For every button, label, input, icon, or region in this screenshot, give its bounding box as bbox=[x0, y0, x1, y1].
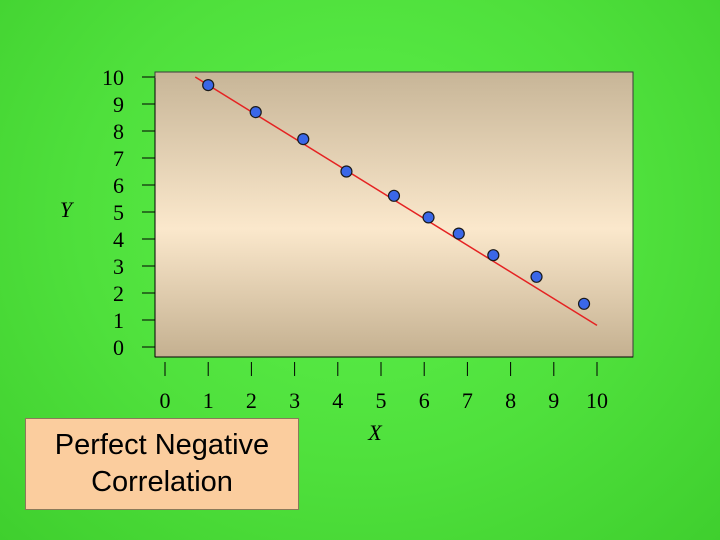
x-axis-label: X bbox=[367, 420, 383, 445]
x-tick-label: 1 bbox=[203, 388, 214, 413]
data-point bbox=[297, 133, 310, 146]
y-tick-label: 8 bbox=[113, 119, 124, 144]
x-tick-label: 8 bbox=[505, 388, 516, 413]
data-point bbox=[577, 297, 591, 310]
data-point bbox=[530, 270, 543, 283]
y-tick-label: 10 bbox=[102, 65, 124, 90]
x-tick-label: 9 bbox=[548, 388, 559, 413]
caption-box: Perfect Negative Correlation bbox=[25, 418, 299, 510]
data-points bbox=[202, 78, 591, 310]
y-tick-label: 5 bbox=[113, 200, 124, 225]
y-tick-label: 0 bbox=[113, 335, 124, 360]
x-tick-label: 10 bbox=[586, 388, 608, 413]
y-tick-label: 3 bbox=[113, 254, 124, 279]
caption-line-2: Correlation bbox=[91, 466, 233, 498]
x-axis: 0 1 2 3 4 5 6 7 8 9 10 bbox=[155, 356, 633, 413]
y-tick-label: 2 bbox=[113, 281, 124, 306]
data-point bbox=[452, 227, 465, 240]
data-point bbox=[487, 249, 500, 262]
x-tick-label: 6 bbox=[419, 388, 430, 413]
y-axis-label: Y bbox=[60, 197, 75, 222]
plot-area bbox=[154, 71, 634, 358]
data-point bbox=[340, 165, 353, 178]
y-tick-label: 6 bbox=[113, 173, 124, 198]
y-tick-label: 4 bbox=[113, 227, 124, 252]
data-point bbox=[387, 189, 401, 202]
y-tick-label: 9 bbox=[113, 92, 124, 117]
caption-line-1: Perfect Negative bbox=[54, 429, 270, 461]
x-tick-label: 7 bbox=[462, 388, 473, 413]
y-tick-label: 7 bbox=[113, 146, 124, 171]
y-tick-label: 1 bbox=[113, 308, 124, 333]
x-tick-label: 4 bbox=[332, 388, 343, 413]
data-point bbox=[202, 78, 215, 92]
data-point bbox=[422, 211, 435, 224]
x-tick-label: 3 bbox=[289, 388, 300, 413]
x-tick-label: 2 bbox=[246, 388, 257, 413]
data-point bbox=[249, 105, 262, 119]
x-tick-label: 0 bbox=[160, 388, 171, 413]
x-tick-label: 5 bbox=[376, 388, 387, 413]
